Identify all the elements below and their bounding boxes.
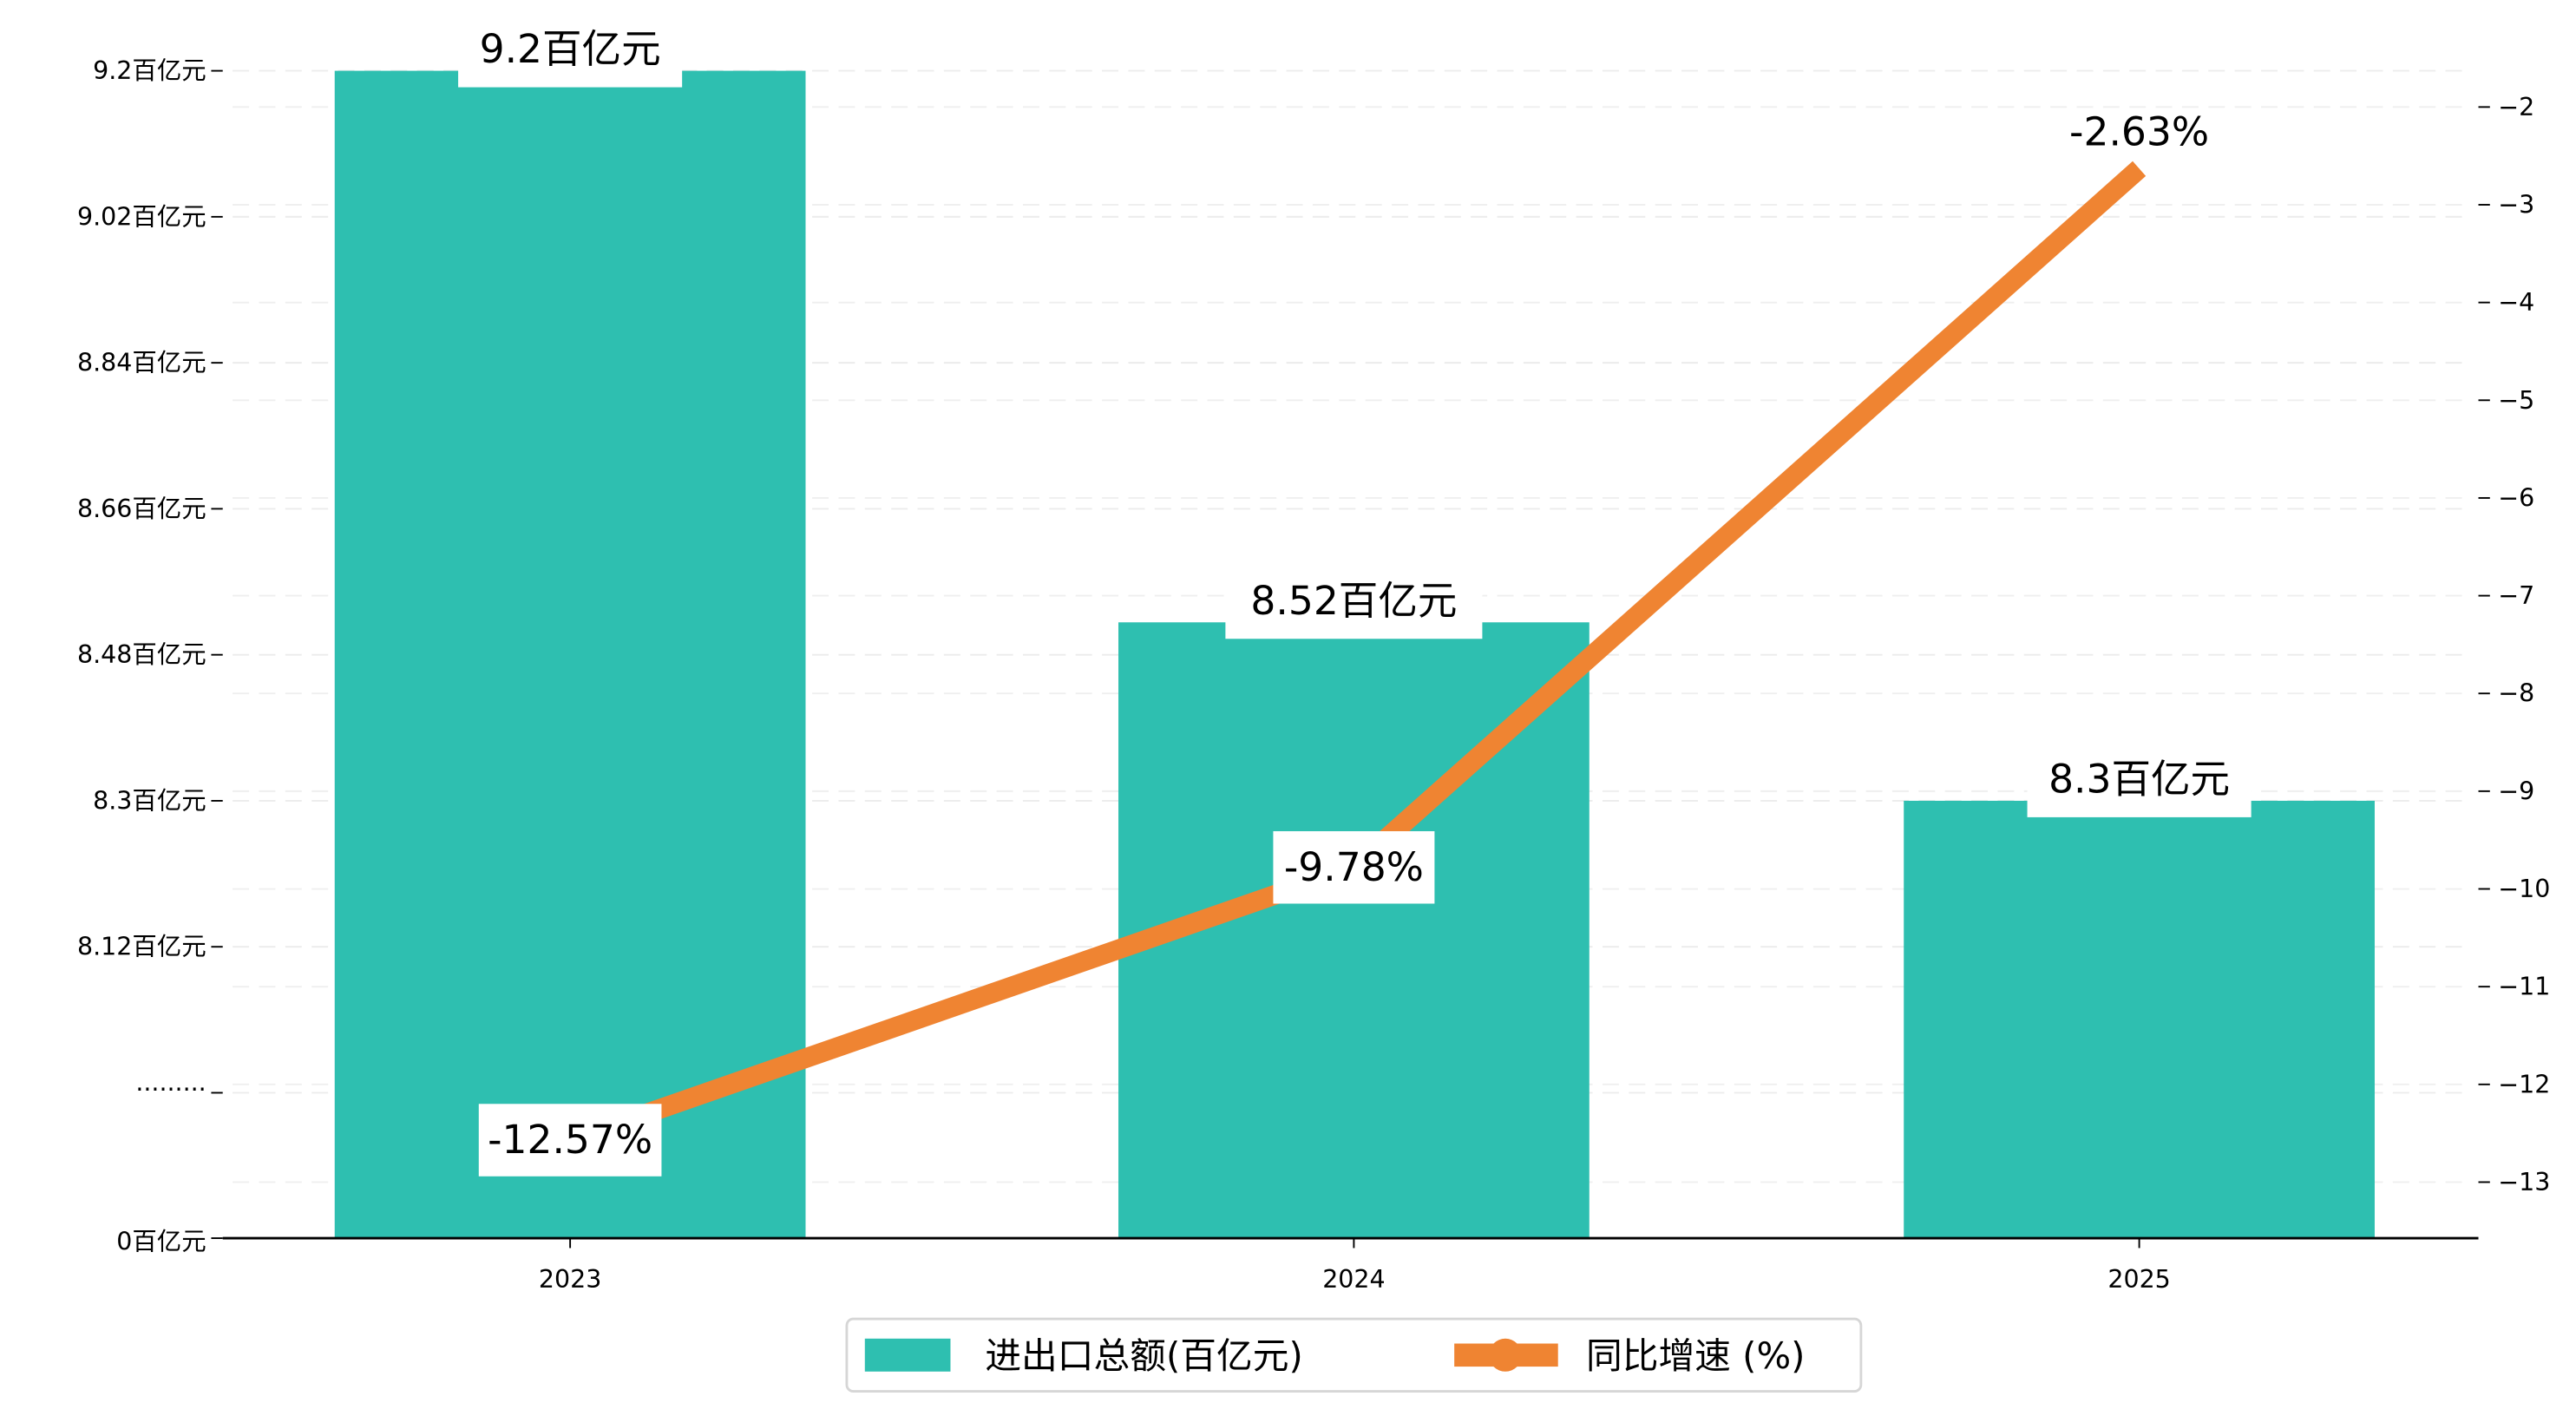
bars [334, 70, 2375, 1239]
right-tick-label: −7 [2498, 581, 2534, 610]
left-axis: 9.2百亿元 9.02百亿元 8.84百亿元 8.66百亿元 8.48百亿元 8.3百亿元… [77, 56, 223, 1255]
legend-line-marker [1489, 1338, 1522, 1372]
left-tick-label: 8.84百亿元 [77, 349, 206, 377]
right-tick-label: −2 [2498, 93, 2534, 121]
bar-2023 [334, 70, 806, 1239]
left-tick-label: 8.3百亿元 [93, 786, 206, 815]
right-tick-label: −11 [2498, 973, 2550, 1001]
left-tick-label: 8.12百亿元 [77, 933, 206, 961]
right-tick-label: −12 [2498, 1070, 2550, 1098]
growth-value-label: -2.63% [2069, 109, 2209, 155]
legend: 进出口总额(百亿元) 同比增速 (%) [845, 1317, 1863, 1393]
x-tick-label: 2024 [1322, 1265, 1385, 1294]
right-tick-label: −9 [2498, 777, 2534, 805]
left-tick-label: 9.02百亿元 [77, 202, 206, 231]
x-axis: 2023 2024 2025 [539, 1238, 2171, 1294]
left-tick-label: 8.66百亿元 [77, 495, 206, 523]
growth-value-label-box [1273, 830, 1435, 904]
right-tick-label: −10 [2498, 875, 2550, 903]
right-tick-label: −6 [2498, 483, 2534, 512]
legend-line-label: 同比增速 (%) [1586, 1334, 1805, 1377]
bar-value-label: 9.2百亿元 [480, 26, 661, 72]
bar-value-label: 8.3百亿元 [2048, 756, 2230, 802]
right-axis: −2 −3 −4 −5 −6 −7 −8 −9 −10 −11 −12 −13 [2478, 93, 2550, 1196]
right-tick-label: −13 [2498, 1168, 2550, 1196]
legend-bar-swatch [864, 1338, 951, 1372]
axis-break-label: ········· [135, 1075, 206, 1104]
growth-value-label: -9.78% [1284, 844, 1424, 890]
bar-value-label: 8.52百亿元 [1250, 578, 1457, 624]
left-tick-label: 8.48百亿元 [77, 640, 206, 669]
legend-bar-label: 进出口总额(百亿元) [985, 1334, 1302, 1377]
right-tick-label: −3 [2498, 190, 2534, 219]
right-tick-label: −4 [2498, 288, 2534, 317]
bar-value-label-box [2027, 748, 2252, 817]
growth-value-label: -12.57% [488, 1117, 652, 1163]
x-tick-label: 2023 [539, 1265, 601, 1294]
left-tick-label: 9.2百亿元 [93, 56, 206, 85]
x-tick-label: 2025 [2107, 1265, 2170, 1294]
right-tick-label: −5 [2498, 386, 2534, 415]
bar-2025 [1904, 800, 2375, 1239]
bar-value-label-box [458, 17, 683, 88]
right-tick-label: −8 [2498, 679, 2534, 708]
bar-value-label-box [1225, 569, 1483, 639]
growth-value-label-box [478, 1104, 662, 1177]
data-labels: 9.2百亿元 8.52百亿元 8.3百亿元 -12.57% -9.78% -2.63% [458, 17, 2252, 1177]
legend-box [845, 1317, 1863, 1393]
left-tick-label: 0百亿元 [116, 1227, 206, 1255]
